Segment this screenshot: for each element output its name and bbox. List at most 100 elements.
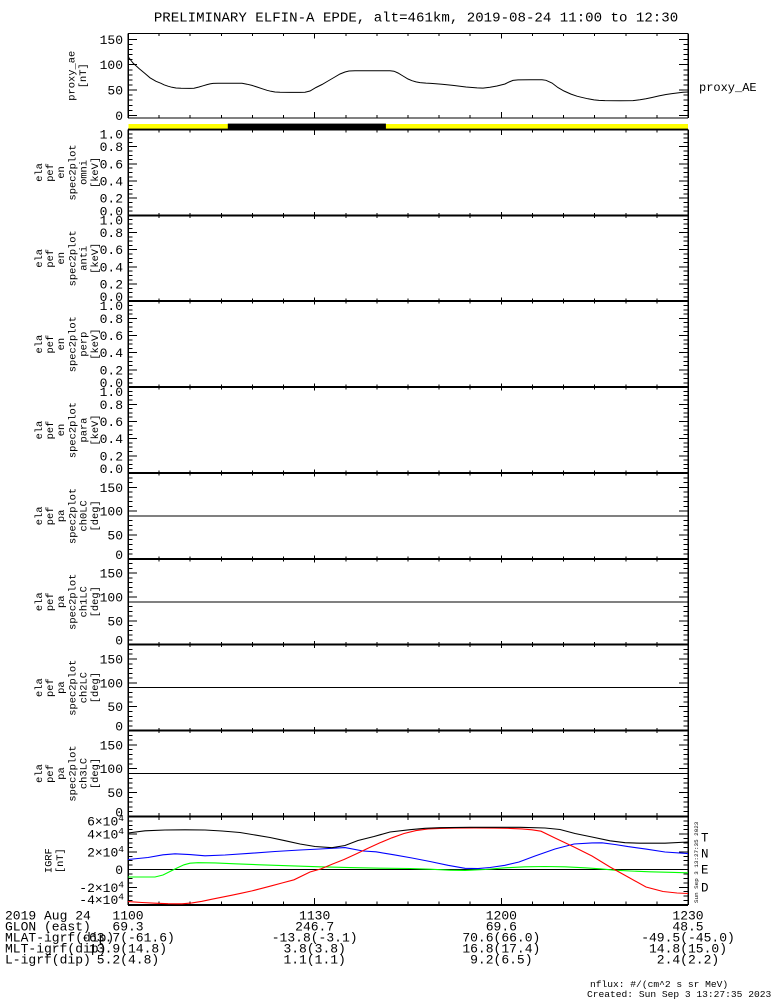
svg-text:en: en: [56, 338, 68, 350]
svg-text:100: 100: [100, 762, 123, 777]
svg-text:en: en: [56, 166, 68, 178]
svg-text:perp: perp: [79, 332, 91, 357]
svg-text:6×104: 6×104: [87, 813, 124, 830]
svg-text:4×104: 4×104: [87, 826, 124, 843]
svg-text:en: en: [56, 424, 68, 436]
svg-text:[keV]: [keV]: [90, 157, 102, 188]
svg-text:spec2plot: spec2plot: [67, 488, 79, 544]
svg-text:pef: pef: [45, 421, 57, 440]
svg-text:ela: ela: [34, 764, 46, 783]
svg-text:0.2: 0.2: [100, 363, 123, 378]
svg-text:50: 50: [107, 84, 123, 99]
svg-text:proxy_AE: proxy_AE: [699, 81, 757, 95]
svg-text:0.6: 0.6: [100, 415, 123, 430]
svg-text:0.6: 0.6: [100, 157, 123, 172]
svg-text:spec2plot: spec2plot: [67, 745, 79, 801]
svg-text:50: 50: [107, 614, 123, 629]
svg-text:0.8: 0.8: [100, 140, 123, 155]
svg-text:0.4: 0.4: [100, 432, 124, 447]
svg-text:0.0: 0.0: [100, 462, 123, 477]
svg-text:2019 Aug 24: 2019 Aug 24: [5, 909, 91, 924]
svg-text:246.7: 246.7: [295, 920, 334, 935]
svg-text:150: 150: [100, 481, 123, 496]
svg-text:1100: 1100: [112, 909, 143, 924]
svg-text:50: 50: [107, 786, 123, 801]
svg-text:-49.5(-45.0): -49.5(-45.0): [641, 931, 735, 946]
svg-text:9.2(6.5): 9.2(6.5): [470, 953, 532, 968]
svg-text:0.2: 0.2: [100, 278, 123, 293]
svg-text:1130: 1130: [299, 909, 330, 924]
svg-text:L-igrf(dip): L-igrf(dip): [5, 953, 91, 968]
svg-text:0: 0: [115, 109, 123, 124]
svg-text:69.3: 69.3: [112, 920, 143, 935]
svg-text:2.4(2.2): 2.4(2.2): [657, 953, 719, 968]
svg-text:0.6: 0.6: [100, 329, 123, 344]
svg-text:70.6(66.0): 70.6(66.0): [462, 931, 540, 946]
svg-text:0.0: 0.0: [100, 204, 123, 219]
svg-text:1230: 1230: [672, 909, 703, 924]
svg-text:Sun Sep 3 13:27:35 2023: Sun Sep 3 13:27:35 2023: [693, 821, 700, 903]
svg-text:0.4: 0.4: [100, 346, 124, 361]
svg-text:[nT]: [nT]: [78, 63, 90, 88]
svg-text:[nT]: [nT]: [55, 848, 67, 873]
svg-text:nflux: #/(cm^2 s sr MeV): nflux: #/(cm^2 s sr MeV): [590, 979, 728, 990]
svg-text:ch0LC: ch0LC: [79, 500, 91, 531]
svg-text:spec2plot: spec2plot: [67, 316, 79, 372]
svg-text:48.5: 48.5: [672, 920, 703, 935]
svg-text:-2×104: -2×104: [79, 879, 124, 896]
svg-text:spec2plot: spec2plot: [67, 230, 79, 286]
svg-text:MLT-igrf(dip): MLT-igrf(dip): [5, 942, 106, 957]
svg-text:1.0: 1.0: [100, 299, 123, 314]
svg-text:0.0: 0.0: [100, 290, 123, 305]
svg-text:proxy_ae: proxy_ae: [67, 51, 79, 101]
svg-text:3.8(3.8): 3.8(3.8): [283, 942, 345, 957]
svg-text:pef: pef: [45, 163, 57, 182]
svg-text:en: en: [56, 252, 68, 264]
svg-text:0: 0: [115, 634, 123, 649]
svg-text:16.8(17.4): 16.8(17.4): [462, 942, 540, 957]
svg-text:[keV]: [keV]: [90, 414, 102, 445]
svg-text:spec2plot: spec2plot: [67, 402, 79, 458]
svg-text:0.4: 0.4: [100, 175, 124, 190]
svg-text:1.0: 1.0: [100, 385, 123, 400]
svg-text:PRELIMINARY ELFIN-A EPDE, alt=: PRELIMINARY ELFIN-A EPDE, alt=461km, 201…: [154, 11, 678, 27]
svg-text:D: D: [701, 882, 709, 896]
svg-text:0.4: 0.4: [100, 260, 124, 275]
svg-text:150: 150: [100, 567, 123, 582]
svg-text:[deg]: [deg]: [90, 672, 102, 703]
svg-text:0.0: 0.0: [100, 376, 123, 391]
svg-text:GLON (east): GLON (east): [5, 920, 91, 935]
svg-text:0: 0: [115, 548, 123, 563]
svg-text:pef: pef: [45, 507, 57, 526]
svg-text:ch3LC: ch3LC: [79, 758, 91, 789]
svg-text:T: T: [701, 832, 709, 846]
svg-text:-13.8(-3.1): -13.8(-3.1): [272, 931, 358, 946]
svg-text:pef: pef: [45, 764, 57, 783]
svg-text:1200: 1200: [486, 909, 517, 924]
svg-text:pef: pef: [45, 249, 57, 268]
svg-text:ela: ela: [34, 421, 46, 440]
svg-text:ela: ela: [34, 249, 46, 268]
svg-text:[deg]: [deg]: [90, 758, 102, 789]
svg-text:0: 0: [115, 720, 123, 735]
svg-text:pef: pef: [45, 678, 57, 697]
svg-text:69.6: 69.6: [486, 920, 517, 935]
svg-text:E: E: [701, 864, 709, 878]
svg-text:pa: pa: [56, 510, 68, 522]
svg-text:5.2(4.8): 5.2(4.8): [97, 953, 159, 968]
svg-text:pef: pef: [45, 335, 57, 354]
svg-text:100: 100: [100, 58, 123, 73]
svg-text:pef: pef: [45, 592, 57, 611]
svg-text:ela: ela: [34, 507, 46, 526]
svg-text:0.2: 0.2: [100, 449, 123, 464]
svg-text:N: N: [701, 848, 709, 862]
svg-text:ela: ela: [34, 678, 46, 697]
svg-text:0.6: 0.6: [100, 243, 123, 258]
svg-text:spec2plot: spec2plot: [67, 144, 79, 200]
svg-text:Created: Sun Sep 3 13:27:35 2: Created: Sun Sep 3 13:27:35 2023: [587, 989, 771, 1000]
svg-text:[deg]: [deg]: [90, 586, 102, 617]
svg-text:pa: pa: [56, 767, 68, 779]
svg-text:[keV]: [keV]: [90, 243, 102, 274]
svg-text:-63.7(-61.6): -63.7(-61.6): [81, 931, 175, 946]
svg-text:[keV]: [keV]: [90, 329, 102, 360]
